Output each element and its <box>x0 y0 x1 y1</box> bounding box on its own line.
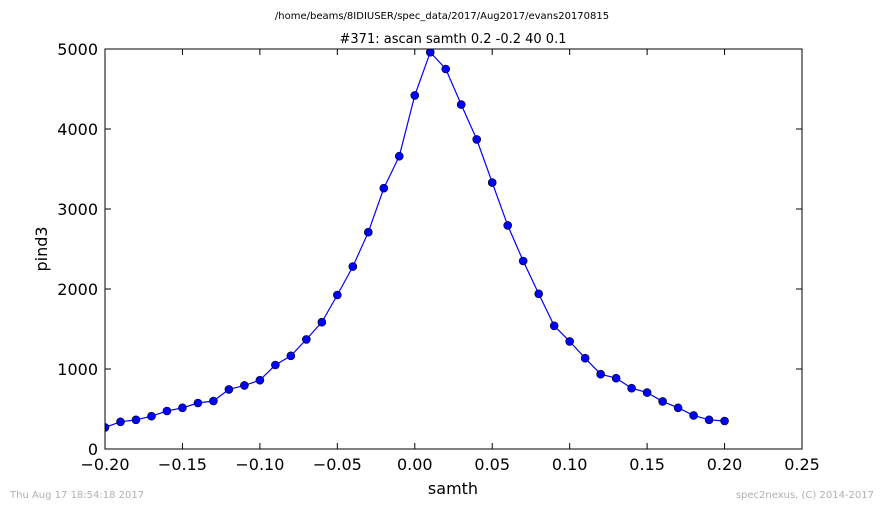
plot-area <box>104 48 803 450</box>
data-point <box>271 360 280 370</box>
data-point <box>286 351 296 361</box>
y-tick-label: 1000 <box>57 360 98 379</box>
chart-title: #371: ascan samth 0.2 -0.2 40 0.1 <box>340 32 567 47</box>
data-point <box>131 415 141 425</box>
data-point <box>224 385 234 394</box>
data-point <box>193 398 203 408</box>
data-point <box>487 178 497 187</box>
data-point <box>410 91 420 100</box>
x-axis-label: samth <box>428 479 478 498</box>
x-tick-label: 0.00 <box>397 455 433 474</box>
x-tick-label: −0.20 <box>80 455 129 474</box>
data-point <box>364 227 373 237</box>
chart-path: /home/beams/8IDIUSER/spec_data/2017/Aug2… <box>275 11 609 22</box>
data-point <box>472 135 482 144</box>
footer-credit: spec2nexus, (C) 2014-2017 <box>736 490 874 501</box>
x-tick-label: 0.10 <box>552 455 588 474</box>
data-point <box>534 289 543 299</box>
data-point <box>611 373 621 383</box>
data-point <box>178 403 187 413</box>
x-tick-label: −0.10 <box>235 455 284 474</box>
data-point <box>105 423 110 432</box>
data-point <box>503 221 513 230</box>
data-point <box>627 383 636 393</box>
data-point <box>565 337 574 346</box>
data-point <box>116 417 125 427</box>
x-tick-label: −0.15 <box>158 455 207 474</box>
data-point <box>580 353 590 363</box>
data-point <box>162 406 172 416</box>
data-point <box>333 290 342 300</box>
x-tick-label: 0.25 <box>784 455 820 474</box>
plot-frame <box>104 48 803 450</box>
data-point <box>147 411 156 421</box>
data-point <box>596 369 605 379</box>
y-tick-label: 5000 <box>57 40 98 59</box>
axis-ticks: −0.20 −0.15 −0.10 −0.05 0.00 0.05 0.10 0.15 0.20… <box>57 40 820 474</box>
data-point <box>394 151 404 161</box>
y-tick-label: 3000 <box>57 200 98 219</box>
y-axis-label: pind3 <box>32 226 51 271</box>
data-point <box>456 100 466 109</box>
x-tick-label: 0.20 <box>707 455 743 474</box>
data-point <box>255 375 265 385</box>
series-line <box>105 51 725 428</box>
data-point <box>425 49 435 57</box>
x-tick-label: −0.05 <box>313 455 362 474</box>
data-point <box>379 183 389 193</box>
data-point <box>348 262 358 271</box>
data-point <box>240 381 249 390</box>
data-point <box>549 321 559 331</box>
data-point <box>209 396 218 406</box>
data-point <box>689 411 698 420</box>
data-point <box>673 403 683 413</box>
y-tick-label: 0 <box>88 440 98 459</box>
data-point <box>642 388 652 397</box>
data-point <box>720 416 729 426</box>
y-tick-label: 4000 <box>57 120 98 139</box>
x-tick-label: 0.15 <box>629 455 665 474</box>
y-tick-label: 2000 <box>57 280 98 299</box>
footer-timestamp: Thu Aug 17 18:54:18 2017 <box>9 490 144 501</box>
data-point <box>704 415 714 425</box>
data-point <box>658 397 667 406</box>
data-point <box>518 256 528 266</box>
data-point <box>302 335 311 344</box>
data-point <box>441 64 451 74</box>
x-tick-label: 0.05 <box>474 455 510 474</box>
data-point <box>317 317 327 327</box>
